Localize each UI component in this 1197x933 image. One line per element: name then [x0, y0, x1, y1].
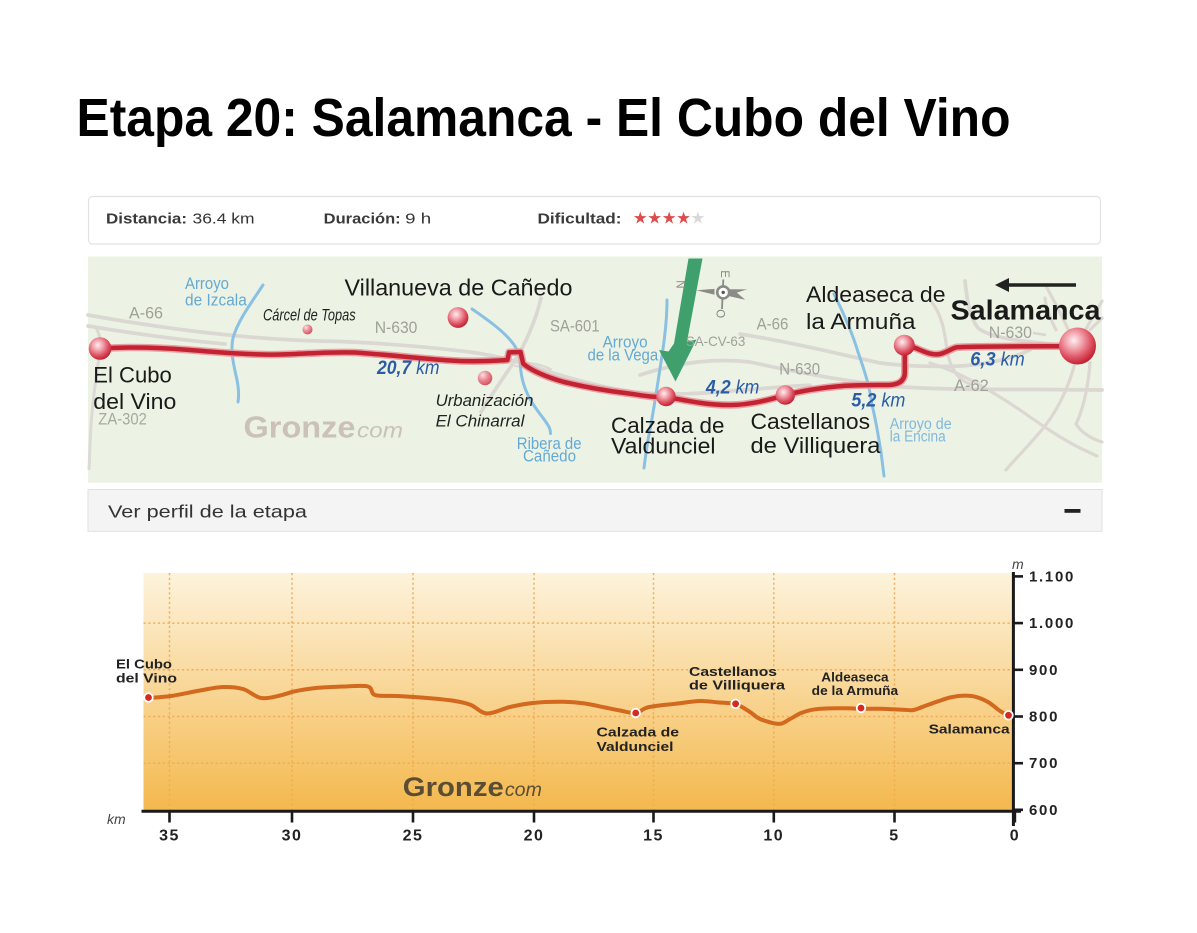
svg-text:Ribera de: Ribera de — [517, 435, 582, 453]
svg-text:Aldeaseca: Aldeaseca — [821, 670, 889, 685]
svg-text:900: 900 — [1029, 662, 1059, 679]
svg-text:N-630: N-630 — [779, 360, 820, 379]
svg-text:★: ★ — [633, 209, 648, 227]
svg-text:N: N — [674, 280, 686, 288]
svg-text:Gronze: Gronze — [403, 772, 504, 802]
svg-text:El Chinarral: El Chinarral — [436, 413, 526, 431]
svg-text:Villanueva de Cañedo: Villanueva de Cañedo — [345, 275, 573, 301]
svg-text:5,2 km: 5,2 km — [851, 391, 905, 412]
svg-text:35: 35 — [159, 828, 180, 845]
svg-text:de Izcala: de Izcala — [185, 292, 248, 310]
svg-text:O: O — [714, 309, 726, 318]
svg-text:Cañedo: Cañedo — [523, 448, 576, 466]
svg-text:E: E — [718, 270, 730, 278]
svg-text:Distancia:: Distancia: — [106, 211, 187, 228]
svg-text:Gronze: Gronze — [244, 410, 356, 444]
svg-text:de la Armuña: de la Armuña — [812, 683, 899, 698]
svg-text:Castellanos: Castellanos — [751, 409, 871, 434]
svg-text:9 h: 9 h — [405, 211, 431, 228]
svg-text:Calzada de: Calzada de — [597, 725, 680, 740]
svg-text:El Cubo: El Cubo — [93, 363, 172, 388]
svg-text:Ver perfil de la etapa: Ver perfil de la etapa — [108, 502, 307, 522]
svg-text:600: 600 — [1029, 802, 1059, 819]
svg-text:Arroyo: Arroyo — [185, 275, 229, 293]
svg-text:la Armuña: la Armuña — [806, 309, 916, 334]
svg-text:20: 20 — [524, 828, 545, 845]
svg-text:del Vino: del Vino — [93, 389, 176, 414]
svg-text:ZA-302: ZA-302 — [98, 410, 147, 429]
svg-text:★: ★ — [676, 209, 691, 227]
svg-text:A-66: A-66 — [757, 315, 789, 334]
svg-text:de Villiquera: de Villiquera — [689, 678, 786, 693]
svg-text:SA-601: SA-601 — [550, 317, 600, 336]
svg-text:SA-CV-63: SA-CV-63 — [686, 333, 746, 349]
svg-text:Valdunciel: Valdunciel — [611, 434, 716, 459]
svg-text:1.000: 1.000 — [1029, 615, 1075, 632]
svg-text:Urbanización: Urbanización — [436, 392, 534, 410]
svg-text:de la Vega: de la Vega — [588, 347, 659, 365]
svg-text:Dificultad:: Dificultad: — [538, 211, 622, 228]
svg-text:700: 700 — [1029, 755, 1059, 772]
svg-text:N-630: N-630 — [375, 318, 418, 337]
svg-text:30: 30 — [282, 828, 303, 845]
svg-text:Etapa 20: Salamanca - El Cubo: Etapa 20: Salamanca - El Cubo del Vino — [77, 88, 1011, 148]
svg-text:Duración:: Duración: — [324, 211, 401, 228]
svg-text:★: ★ — [691, 209, 706, 227]
svg-text:A-66: A-66 — [129, 304, 163, 323]
svg-text:com: com — [505, 780, 542, 801]
svg-text:★: ★ — [647, 209, 662, 227]
svg-text:5: 5 — [889, 828, 899, 845]
svg-text:Arroyo de: Arroyo de — [890, 416, 952, 433]
svg-text:0: 0 — [1010, 828, 1020, 845]
svg-text:Salamanca: Salamanca — [951, 295, 1101, 326]
svg-text:Aldeaseca de: Aldeaseca de — [806, 282, 946, 307]
svg-text:10: 10 — [763, 828, 784, 845]
svg-text:de Villiquera: de Villiquera — [751, 433, 882, 458]
svg-text:20,7 km: 20,7 km — [376, 358, 439, 379]
svg-text:6,3 km: 6,3 km — [970, 349, 1025, 370]
svg-text:la Encina: la Encina — [890, 429, 946, 446]
svg-text:15: 15 — [643, 828, 664, 845]
svg-text:Castellanos: Castellanos — [689, 664, 777, 679]
svg-text:El Cubo: El Cubo — [116, 657, 172, 672]
svg-text:Calzada de: Calzada de — [611, 413, 725, 438]
svg-text:A-62: A-62 — [954, 376, 989, 395]
svg-text:N-630: N-630 — [989, 323, 1032, 342]
svg-text:4,2 km: 4,2 km — [705, 377, 759, 398]
svg-text:25: 25 — [403, 828, 424, 845]
svg-text:800: 800 — [1029, 709, 1059, 726]
svg-text:m: m — [1012, 556, 1024, 572]
svg-text:Arroyo: Arroyo — [603, 334, 648, 352]
svg-text:km: km — [107, 811, 126, 827]
svg-text:36.4 km: 36.4 km — [193, 211, 255, 228]
svg-text:1.100: 1.100 — [1029, 569, 1075, 586]
svg-text:Valdunciel: Valdunciel — [597, 739, 674, 754]
svg-text:Salamanca: Salamanca — [929, 722, 1011, 737]
svg-text:Cárcel de Topas: Cárcel de Topas — [263, 307, 356, 325]
svg-text:com: com — [357, 419, 403, 442]
svg-text:★: ★ — [662, 209, 677, 227]
svg-text:del Vino: del Vino — [116, 671, 177, 686]
